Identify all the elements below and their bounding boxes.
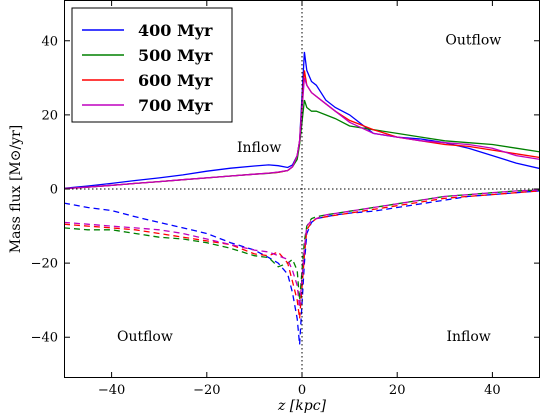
x-axis-label: z [kpc] (277, 398, 327, 414)
series-400-myr-lower (64, 190, 540, 345)
annotation-outflow: Outflow (117, 329, 173, 345)
x-tick-label: 0 (298, 383, 306, 398)
x-tick-label: 20 (389, 383, 406, 398)
y-axis-label: Mass flux [M⊙/yr] (8, 125, 24, 254)
legend-label: 400 Myr (138, 21, 213, 40)
series-layer (64, 51, 540, 345)
y-tick-label: 0 (50, 183, 58, 198)
annotation-inflow: Inflow (237, 140, 281, 156)
y-tick-label: −20 (31, 257, 58, 272)
series-600-myr-lower (64, 190, 540, 319)
x-tick-label: 40 (484, 383, 501, 398)
x-tick-label: −20 (193, 383, 220, 398)
y-tick-label: 40 (41, 34, 58, 49)
legend: 400 Myr 500 Myr 600 Myr 700 Myr (71, 7, 233, 123)
legend-box (71, 7, 233, 123)
x-tick-label: −40 (98, 383, 125, 398)
annotations: Outflow Inflow Outflow Inflow (117, 32, 501, 344)
annotation-inflow: Inflow (446, 329, 490, 345)
series-400-myr-outflow-upper (64, 51, 540, 189)
legend-label: 700 Myr (138, 96, 213, 115)
series-700-myr-lower (64, 189, 540, 308)
legend-label: 600 Myr (138, 71, 213, 90)
legend-label: 500 Myr (138, 46, 213, 65)
annotation-outflow: Outflow (445, 32, 501, 48)
y-tick-label: 20 (41, 108, 58, 123)
y-tick-label: −40 (31, 331, 58, 346)
series-500-myr-lower (64, 189, 540, 301)
reference-lines (64, 0, 540, 378)
